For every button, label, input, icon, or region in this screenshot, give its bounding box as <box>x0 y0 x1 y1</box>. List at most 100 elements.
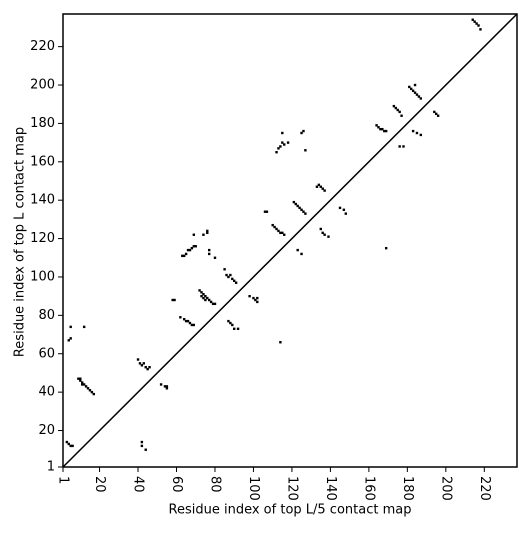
x-tick-label: 160 <box>361 476 376 501</box>
contact-point <box>319 185 322 188</box>
contact-point <box>415 131 419 135</box>
contact-point <box>436 114 440 117</box>
y-tick-label: 160 <box>30 154 55 169</box>
y-tick-label: 100 <box>30 269 55 284</box>
contact-point <box>419 133 423 137</box>
y-tick-label: 20 <box>38 423 55 438</box>
contact-point <box>273 225 276 229</box>
contact-point <box>173 298 176 302</box>
contact-point <box>323 189 326 192</box>
y-tick-label: 40 <box>38 385 55 400</box>
contact-point <box>379 127 382 131</box>
contact-point <box>375 124 378 127</box>
x-tick-label: 100 <box>246 476 261 501</box>
contact-point <box>198 289 201 292</box>
contact-point <box>304 149 307 152</box>
contact-point <box>188 321 192 325</box>
contact-point <box>227 275 230 279</box>
contact-point <box>202 296 205 300</box>
contact-point <box>190 323 194 327</box>
y-tick-label: 80 <box>38 308 55 323</box>
contact-point <box>275 227 278 231</box>
contact-point <box>300 208 303 211</box>
contact-point <box>384 246 388 250</box>
contact-point <box>398 145 401 148</box>
contact-point <box>192 323 196 327</box>
contact-point <box>435 112 438 116</box>
contact-point <box>231 323 234 327</box>
contact-point <box>254 298 257 302</box>
contact-point <box>473 20 476 23</box>
contact-point <box>190 246 194 250</box>
contact-point <box>69 444 72 448</box>
contact-point <box>319 227 322 231</box>
contact-point <box>206 229 209 233</box>
contact-point <box>163 385 167 388</box>
y-tick-label: 200 <box>30 78 55 93</box>
contact-point <box>209 300 213 304</box>
contact-point <box>296 248 299 252</box>
contact-point <box>69 337 72 340</box>
contact-point <box>252 296 255 300</box>
contact-point <box>77 377 80 380</box>
contact-point <box>92 392 95 396</box>
contact-point <box>383 129 386 133</box>
contact-point <box>279 231 282 235</box>
contact-point <box>402 145 405 148</box>
contact-point <box>327 235 330 238</box>
contact-point <box>186 248 190 252</box>
contact-point <box>294 202 297 206</box>
contact-point <box>384 129 388 133</box>
contact-point <box>213 256 217 259</box>
x-tick-label: 140 <box>323 476 338 501</box>
contact-point <box>84 385 88 388</box>
contact-point <box>223 268 226 271</box>
contact-point <box>248 294 251 298</box>
contact-point <box>81 381 84 384</box>
contact-point <box>208 248 211 252</box>
contact-point <box>184 252 188 256</box>
contact-point <box>200 294 203 298</box>
contact-point <box>148 365 151 369</box>
contact-point <box>213 302 217 306</box>
contact-point <box>225 273 228 277</box>
y-tick-label: 60 <box>38 346 55 361</box>
contact-point <box>231 277 234 281</box>
contact-point <box>206 231 209 235</box>
contact-point <box>277 147 280 150</box>
contact-point <box>71 444 74 448</box>
contact-point <box>204 294 207 298</box>
contact-point <box>408 85 411 89</box>
contact-point <box>186 319 190 323</box>
contact-point <box>233 327 236 330</box>
plot-frame <box>62 13 518 468</box>
x-tick-label: 120 <box>284 476 299 501</box>
contact-point <box>171 298 174 302</box>
contact-point <box>79 379 82 382</box>
contact-point <box>140 440 144 444</box>
contact-point <box>208 252 211 256</box>
contact-point <box>277 229 280 233</box>
contact-point <box>202 293 205 296</box>
contact-point <box>477 24 480 27</box>
contact-point <box>256 296 259 300</box>
contact-point <box>417 95 421 98</box>
contact-point <box>136 358 140 361</box>
contact-point <box>208 298 211 302</box>
contact-point <box>234 281 238 284</box>
contact-point <box>192 233 196 236</box>
contact-point <box>419 97 423 100</box>
contact-point <box>304 212 307 215</box>
contact-point <box>140 444 144 448</box>
contact-point <box>67 442 70 446</box>
x-tick-label: 180 <box>400 476 415 501</box>
contact-point <box>342 208 346 211</box>
diagonal-line <box>62 13 518 468</box>
contact-point <box>283 233 286 236</box>
contact-point <box>396 108 399 112</box>
contact-point <box>323 233 326 236</box>
contact-point <box>300 252 303 256</box>
contact-point <box>302 129 305 133</box>
contact-point <box>413 83 417 87</box>
contact-point <box>184 319 188 323</box>
